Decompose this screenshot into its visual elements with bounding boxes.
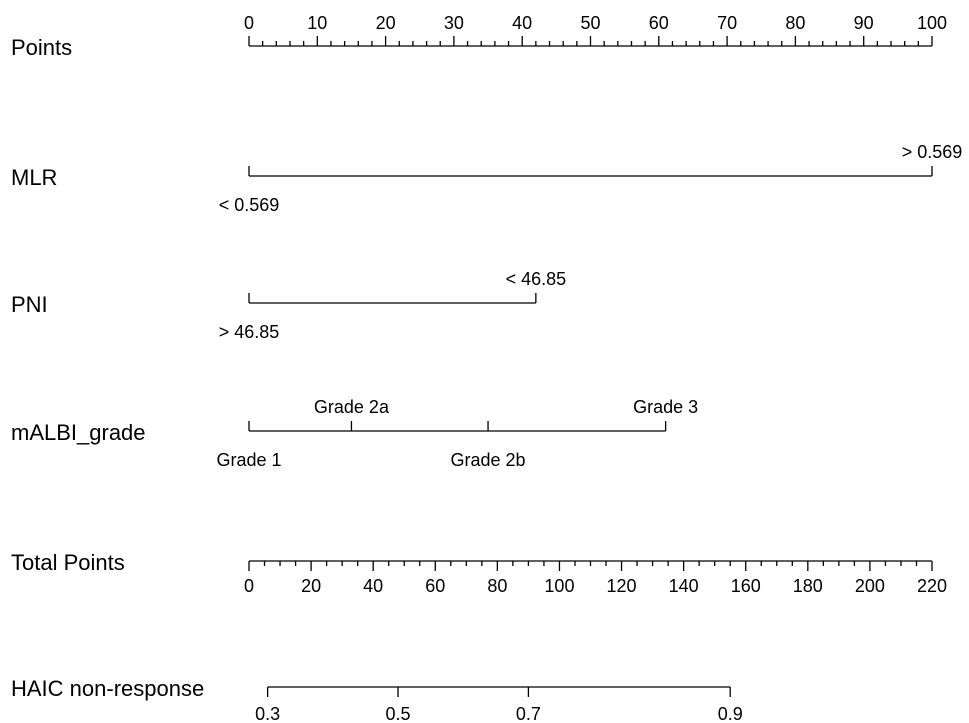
points-tick-label: 90 — [854, 13, 874, 33]
points-tick-label: 0 — [244, 13, 254, 33]
points-tick-label: 70 — [717, 13, 737, 33]
points-tick-label: 80 — [785, 13, 805, 33]
total-points-tick-label: 60 — [425, 576, 445, 596]
points-tick-label: 60 — [649, 13, 669, 33]
row-label-pni: PNI — [11, 292, 48, 317]
total-points-tick-label: 160 — [731, 576, 761, 596]
total-points-tick-label: 100 — [544, 576, 574, 596]
haic-non-response-tick-label: 0.9 — [718, 704, 743, 723]
total-points-tick-label: 120 — [607, 576, 637, 596]
total-points-tick-label: 80 — [487, 576, 507, 596]
malbi-grade-level-label: Grade 3 — [633, 397, 698, 417]
malbi-grade-level-label: Grade 1 — [216, 450, 281, 470]
mlr-level-label: < 0.569 — [219, 195, 280, 215]
row-label-points: Points — [11, 35, 72, 60]
row-label-mlr: MLR — [11, 165, 57, 190]
haic-non-response-tick-label: 0.7 — [516, 704, 541, 723]
pni-level-label: < 46.85 — [506, 269, 567, 289]
haic-non-response-tick-label: 0.5 — [386, 704, 411, 723]
malbi-grade-level-label: Grade 2a — [314, 397, 390, 417]
total-points-tick-label: 40 — [363, 576, 383, 596]
points-tick-label: 100 — [917, 13, 947, 33]
pni-level-label: > 46.85 — [219, 322, 280, 342]
row-label-malbi-grade: mALBI_grade — [11, 420, 146, 445]
mlr-level-label: > 0.569 — [902, 142, 963, 162]
points-tick-label: 20 — [376, 13, 396, 33]
total-points-tick-label: 220 — [917, 576, 947, 596]
points-tick-label: 50 — [580, 13, 600, 33]
haic-non-response-tick-label: 0.3 — [255, 704, 280, 723]
points-tick-label: 30 — [444, 13, 464, 33]
total-points-tick-label: 200 — [855, 576, 885, 596]
total-points-tick-label: 20 — [301, 576, 321, 596]
row-label-haic-non-response: HAIC non-response — [11, 676, 204, 701]
points-tick-label: 40 — [512, 13, 532, 33]
total-points-tick-label: 0 — [244, 576, 254, 596]
row-label-total-points: Total Points — [11, 550, 125, 575]
total-points-tick-label: 140 — [669, 576, 699, 596]
malbi-grade-level-label: Grade 2b — [451, 450, 526, 470]
points-tick-label: 10 — [307, 13, 327, 33]
total-points-tick-label: 180 — [793, 576, 823, 596]
